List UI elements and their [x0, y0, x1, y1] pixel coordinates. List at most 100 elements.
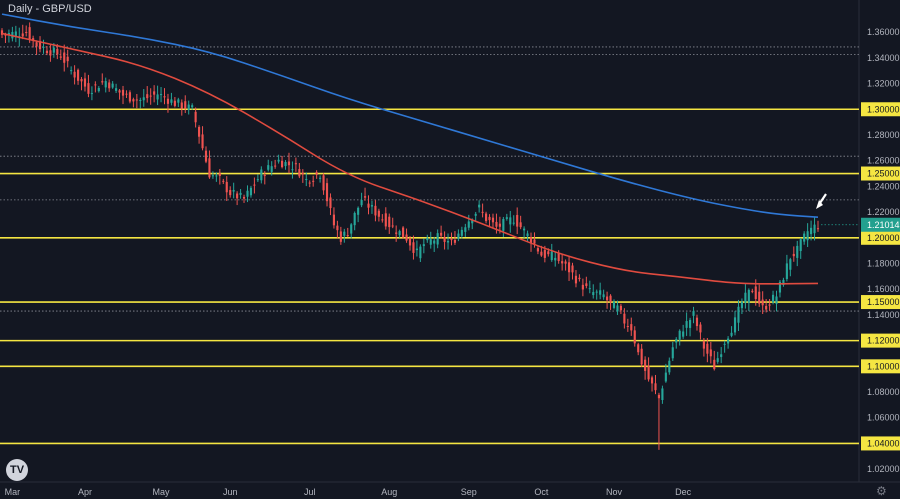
- candle-body: [229, 190, 232, 196]
- candle-body: [481, 211, 484, 213]
- candle-body: [550, 251, 553, 261]
- candle-body: [201, 134, 204, 149]
- level-badge-label: 1.30000: [867, 104, 900, 114]
- candle-body: [408, 238, 412, 246]
- candle-body: [512, 222, 515, 224]
- candle-body: [253, 184, 256, 186]
- candle-body: [139, 99, 142, 101]
- candle-body: [260, 169, 263, 181]
- candle-body: [391, 225, 394, 227]
- candle-body: [73, 71, 76, 78]
- candle-body: [353, 212, 356, 226]
- candle-body: [429, 239, 432, 245]
- candle-body: [765, 305, 768, 310]
- candle-body: [806, 231, 809, 241]
- level-badge-label: 1.04000: [867, 438, 900, 448]
- candle-body: [381, 219, 384, 221]
- candle-body: [135, 99, 138, 101]
- candle-body: [336, 225, 339, 231]
- candle-body: [751, 290, 754, 292]
- candle-body: [491, 217, 495, 223]
- time-tick-label: Dec: [675, 487, 692, 497]
- candle-body: [63, 52, 66, 63]
- candle-body: [803, 233, 806, 242]
- candle-body: [816, 228, 820, 230]
- candle-body: [536, 248, 540, 252]
- candle-body: [723, 343, 726, 345]
- candle-body: [325, 183, 329, 202]
- candle-body: [291, 169, 294, 171]
- candle-body: [108, 82, 111, 89]
- candle-body: [467, 221, 470, 228]
- candle-body: [602, 294, 605, 298]
- candle-body: [540, 251, 543, 256]
- candle-body: [699, 324, 702, 333]
- candle-body: [626, 325, 629, 327]
- candle-body: [312, 180, 315, 182]
- price-tick-label: 1.14000: [867, 310, 900, 320]
- candle-body: [94, 84, 97, 86]
- candle-body: [305, 178, 308, 180]
- candle-body: [460, 229, 463, 236]
- current-price-badge: [861, 217, 900, 232]
- candle-body: [792, 253, 795, 257]
- candle-body: [571, 265, 574, 273]
- candle-body: [187, 104, 190, 110]
- candle-body: [695, 317, 699, 327]
- candle-body: [236, 193, 239, 199]
- price-tick-label: 1.32000: [867, 79, 900, 89]
- candle-body: [578, 277, 581, 280]
- gear-icon[interactable]: ⚙: [876, 484, 887, 498]
- candle-body: [198, 126, 201, 137]
- candle-body: [664, 372, 667, 382]
- candle-body: [554, 257, 557, 261]
- candle-body: [592, 292, 595, 296]
- candle-body: [740, 301, 744, 309]
- candle-body: [225, 181, 228, 193]
- candle-body: [32, 38, 35, 41]
- candle-body: [720, 354, 723, 357]
- moving-average-100-line: [1, 32, 819, 285]
- time-tick-label: Jul: [304, 487, 316, 497]
- candle-body: [768, 304, 771, 306]
- candle-body: [813, 224, 816, 234]
- candle-body: [644, 359, 647, 371]
- candle-body: [374, 205, 377, 216]
- candle-body: [488, 216, 491, 221]
- candle-body: [443, 236, 446, 242]
- candle-body: [384, 213, 387, 227]
- candle-body: [319, 177, 322, 179]
- candle-body: [567, 262, 571, 273]
- candle-body: [14, 31, 17, 38]
- candle-body: [322, 175, 325, 191]
- candle-body: [402, 227, 405, 238]
- candle-body: [471, 220, 474, 224]
- candle-body: [159, 94, 163, 96]
- candle-body: [191, 105, 194, 108]
- candle-body: [249, 187, 253, 196]
- candle-body: [242, 196, 246, 199]
- candle-body: [76, 69, 80, 81]
- level-badge: [861, 230, 900, 245]
- candle-body: [35, 42, 38, 47]
- candle-body: [436, 233, 439, 245]
- candle-body: [104, 81, 107, 88]
- candle-body: [616, 305, 619, 312]
- candle-body: [619, 305, 622, 311]
- candle-body: [4, 34, 7, 36]
- candle-body: [657, 394, 661, 399]
- candle-body: [263, 175, 266, 177]
- candle-body: [685, 321, 688, 328]
- tradingview-logo[interactable]: TV: [6, 459, 28, 481]
- level-badge: [861, 166, 900, 181]
- candle-body: [97, 87, 100, 92]
- candle-body: [688, 319, 692, 328]
- price-tick-label: 1.02000: [867, 464, 900, 474]
- candle-body: [422, 244, 425, 247]
- candle-body: [59, 56, 62, 58]
- candle-body: [111, 83, 114, 88]
- candle-body: [505, 217, 508, 219]
- candle-body: [609, 295, 612, 303]
- candle-body: [478, 204, 481, 208]
